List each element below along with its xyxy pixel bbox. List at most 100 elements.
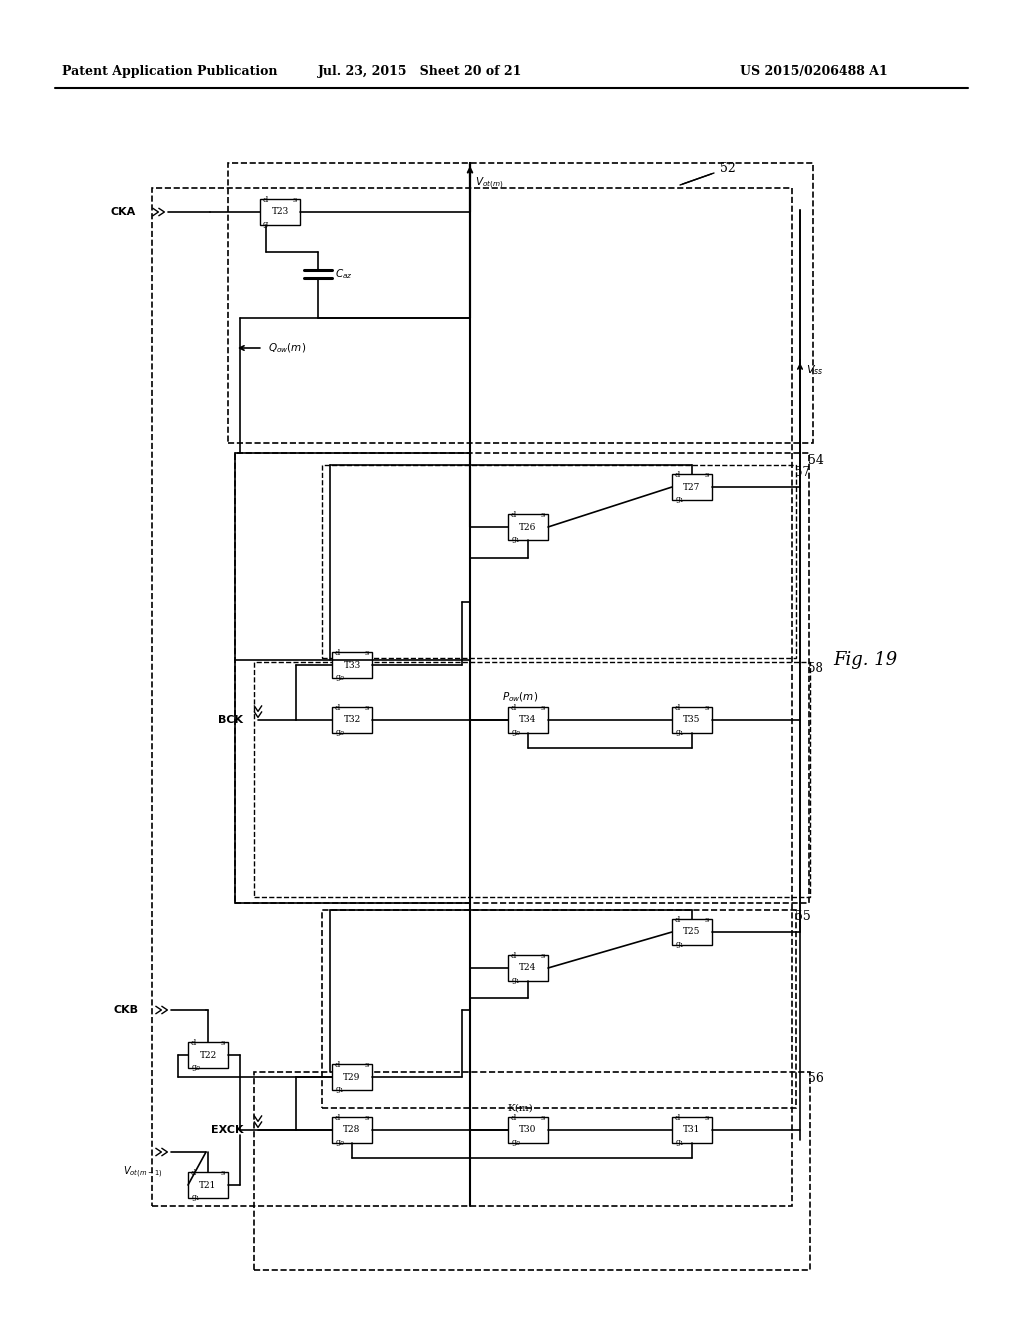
Text: Fig. 19: Fig. 19 [833, 651, 897, 669]
Text: 52: 52 [720, 161, 736, 174]
Text: s: s [221, 1039, 225, 1047]
Text: Patent Application Publication: Patent Application Publication [62, 66, 278, 78]
Text: d: d [335, 704, 340, 711]
Bar [152, 187, 792, 1206]
Bar [332, 1117, 372, 1143]
Text: $V_{ss}$: $V_{ss}$ [806, 363, 823, 378]
Text: g$_D$: g$_D$ [511, 729, 522, 738]
Text: d: d [511, 511, 516, 519]
Text: g$_1$: g$_1$ [675, 729, 685, 738]
Text: s: s [293, 195, 297, 205]
Text: d: d [511, 952, 516, 960]
Text: 58: 58 [808, 663, 823, 676]
Text: $P_{ow}(m)$: $P_{ow}(m)$ [502, 690, 538, 704]
Text: g$_D$: g$_D$ [335, 729, 346, 738]
Bar [672, 708, 712, 733]
Text: $V_{ot(m-1)}$: $V_{ot(m-1)}$ [123, 1164, 163, 1180]
Bar [322, 465, 796, 657]
Bar [322, 909, 796, 1107]
Text: s: s [541, 1114, 545, 1122]
Text: T31: T31 [683, 1126, 700, 1134]
Text: K(m): K(m) [507, 1104, 532, 1113]
Text: g$_D$: g$_D$ [335, 673, 346, 682]
Text: T25: T25 [683, 928, 700, 936]
Bar [188, 1172, 228, 1199]
Text: g$_1$: g$_1$ [675, 940, 685, 950]
Bar [508, 708, 548, 733]
Text: g$_1$: g$_1$ [511, 975, 521, 986]
Bar [254, 1072, 810, 1270]
Bar [332, 652, 372, 678]
Text: d: d [191, 1039, 197, 1047]
Text: T24: T24 [519, 964, 537, 973]
Text: CKB: CKB [114, 1005, 138, 1015]
Text: g: g [263, 220, 268, 228]
Text: s: s [221, 1170, 225, 1177]
Text: s: s [705, 1114, 709, 1122]
Bar [234, 453, 809, 903]
Text: T26: T26 [519, 523, 537, 532]
Bar [508, 513, 548, 540]
Text: BCK: BCK [218, 715, 243, 725]
Text: T32: T32 [343, 715, 360, 725]
Text: 56: 56 [808, 1072, 824, 1085]
Text: g$_1$: g$_1$ [675, 1138, 685, 1148]
Text: g$_1$: g$_1$ [511, 535, 521, 545]
Text: g$_D$: g$_D$ [191, 1063, 202, 1073]
Text: d: d [675, 704, 680, 711]
Text: $C_{az}$: $C_{az}$ [335, 267, 352, 281]
Bar [254, 663, 810, 898]
Bar [672, 919, 712, 945]
Text: d: d [263, 195, 268, 205]
Bar [672, 474, 712, 500]
Text: d: d [675, 1114, 680, 1122]
Text: d: d [191, 1170, 197, 1177]
Text: T35: T35 [683, 715, 700, 725]
Text: T29: T29 [343, 1072, 360, 1081]
Text: g$_1$: g$_1$ [191, 1193, 201, 1203]
Text: d: d [511, 1114, 516, 1122]
Text: s: s [365, 649, 369, 657]
Text: s: s [705, 704, 709, 711]
Text: T21: T21 [200, 1180, 217, 1189]
Text: EXCK: EXCK [211, 1125, 243, 1135]
Bar [260, 199, 300, 224]
Text: d: d [511, 704, 516, 711]
Text: g$_D$: g$_D$ [511, 1138, 522, 1148]
Text: T30: T30 [519, 1126, 537, 1134]
Bar [508, 954, 548, 981]
Bar [188, 1041, 228, 1068]
Bar [332, 708, 372, 733]
Text: s: s [365, 1061, 369, 1069]
Text: s: s [541, 511, 545, 519]
Text: T23: T23 [271, 207, 289, 216]
Text: s: s [705, 916, 709, 924]
Text: s: s [705, 471, 709, 479]
Text: $Q_{ow}(m)$: $Q_{ow}(m)$ [268, 341, 306, 355]
Text: g$_1$: g$_1$ [675, 495, 685, 506]
Bar [508, 1117, 548, 1143]
Bar [672, 1117, 712, 1143]
Text: s: s [541, 952, 545, 960]
Text: CKA: CKA [111, 207, 135, 216]
Text: s: s [365, 1114, 369, 1122]
Text: T27: T27 [683, 483, 700, 491]
Text: d: d [675, 916, 680, 924]
Text: T33: T33 [343, 660, 360, 669]
Text: 54: 54 [808, 454, 824, 466]
Text: d: d [335, 1061, 340, 1069]
Text: Jul. 23, 2015   Sheet 20 of 21: Jul. 23, 2015 Sheet 20 of 21 [317, 66, 522, 78]
Text: d: d [335, 1114, 340, 1122]
Text: g$_1$: g$_1$ [335, 1085, 345, 1096]
Text: 57: 57 [795, 466, 810, 479]
Text: d: d [675, 471, 680, 479]
Text: $V_{ot(m)}$: $V_{ot(m)}$ [475, 176, 504, 190]
Text: g$_D$: g$_D$ [335, 1138, 346, 1148]
Bar [332, 1064, 372, 1090]
Bar [228, 162, 813, 444]
Text: s: s [365, 704, 369, 711]
Text: T28: T28 [343, 1126, 360, 1134]
Text: s: s [541, 704, 545, 711]
Text: T34: T34 [519, 715, 537, 725]
Text: T22: T22 [200, 1051, 217, 1060]
